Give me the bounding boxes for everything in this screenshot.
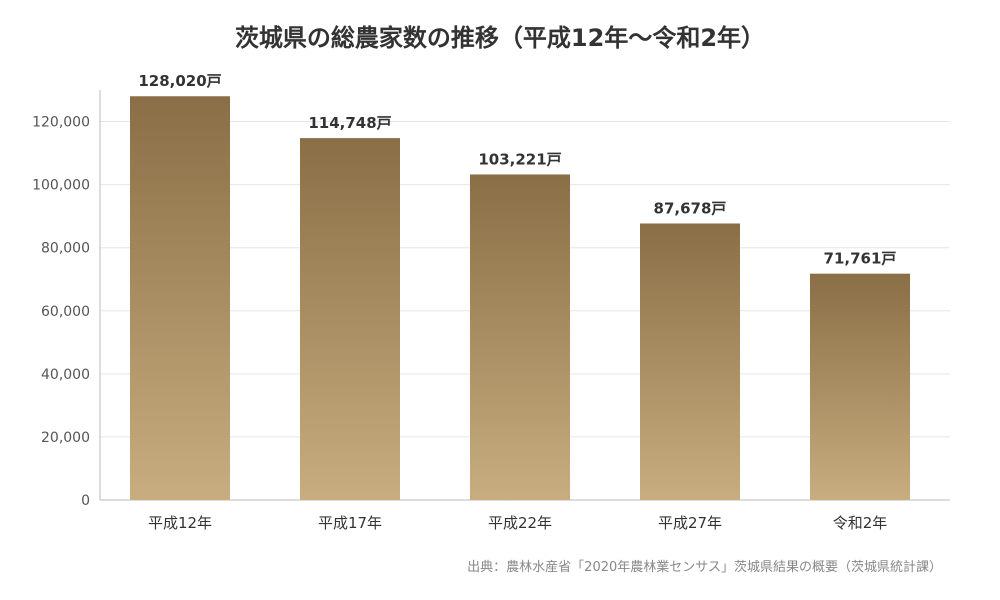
data-label: 71,761戸: [824, 250, 897, 268]
x-tick-label: 平成27年: [658, 514, 722, 532]
data-label: 114,748戸: [308, 114, 391, 132]
data-label: 87,678戸: [654, 199, 727, 217]
y-tick-label: 120,000: [32, 115, 90, 131]
y-tick-label: 0: [81, 493, 90, 509]
bars: [130, 96, 910, 500]
y-tick-label: 100,000: [32, 178, 90, 194]
bar: [810, 273, 910, 500]
x-tick-label: 平成22年: [488, 514, 552, 532]
y-tick-label: 40,000: [41, 367, 90, 383]
data-label: 103,221戸: [478, 150, 561, 168]
axes: 0 20,000 40,000 60,000 80,000 100,000 120,000: [32, 90, 950, 509]
bar: [640, 223, 740, 500]
y-tick-label: 20,000: [41, 430, 90, 446]
data-label: 128,020戸: [138, 72, 221, 90]
source-note: 出典：農林水産省「2020年農林業センサス」茨城県結果の概要（茨城県統計課）: [467, 560, 942, 575]
x-tick-label: 平成12年: [148, 514, 212, 532]
x-tick-label: 令和2年: [833, 514, 888, 532]
bar: [300, 138, 400, 500]
bar: [470, 174, 570, 500]
y-tick-label: 80,000: [41, 241, 90, 257]
bar: [130, 96, 230, 500]
x-tick-label: 平成17年: [318, 514, 382, 532]
chart-title: 茨城県の総農家数の推移（平成12年〜令和2年）: [234, 24, 766, 52]
y-tick-label: 60,000: [41, 304, 90, 320]
